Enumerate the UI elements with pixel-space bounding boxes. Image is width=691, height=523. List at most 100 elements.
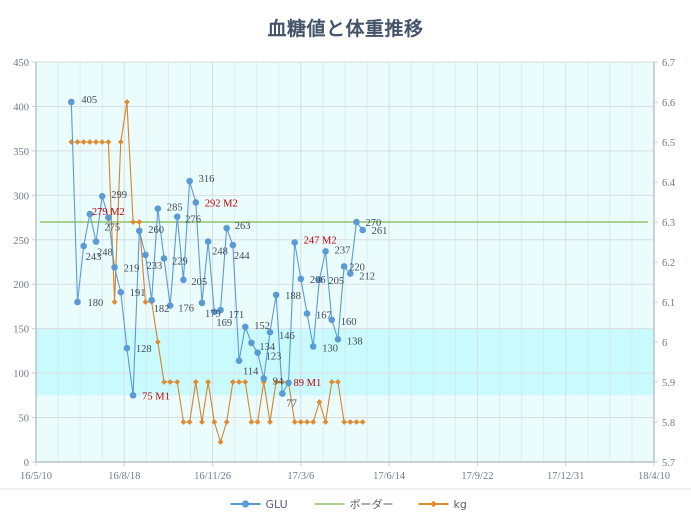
- data-label: 233: [146, 261, 162, 272]
- y-tick-label-left: 100: [13, 369, 29, 380]
- y-tick-label-right: 6.7: [662, 58, 675, 69]
- data-label: 316: [199, 174, 215, 185]
- kg-data-point: [316, 399, 323, 405]
- data-label: 128: [136, 344, 152, 355]
- glu-data-point: [322, 248, 329, 255]
- kg-data-point: [80, 139, 87, 145]
- x-tick-label: 16/8/18: [108, 471, 140, 482]
- glu-data-point: [204, 238, 212, 245]
- chart-title: 血糖値と体重推移: [267, 18, 424, 40]
- data-label: 167: [316, 311, 332, 322]
- y-tick-label-right: 5.8: [662, 418, 675, 429]
- data-label: 205: [328, 276, 344, 287]
- legend-label[interactable]: kg: [454, 498, 467, 511]
- data-label: 206: [310, 275, 326, 286]
- kg-data-point: [291, 419, 298, 425]
- glu-data-point: [297, 275, 305, 283]
- kg-data-point: [279, 379, 286, 385]
- data-label-marked: 89 M1: [293, 378, 321, 389]
- y-axis-right: 5.7 5.8 5.9 6 6.1 6.2 6.3 6.4 6.5 6.6 6.7: [654, 58, 676, 469]
- gridlines: [36, 61, 654, 462]
- y-tick-label-right: 6.6: [662, 98, 675, 109]
- glu-data-point: [334, 336, 342, 343]
- y-tick-label-left: 50: [19, 414, 30, 425]
- data-label: 176: [178, 304, 194, 315]
- kg-data-point: [359, 419, 366, 425]
- data-label: 243: [86, 252, 102, 263]
- kg-data-point: [335, 379, 341, 385]
- y-tick-label-left: 300: [13, 191, 29, 202]
- kg-data-point: [310, 419, 317, 425]
- kg-data-point: [353, 419, 360, 425]
- glu-data-point: [217, 306, 224, 314]
- kg-data-point: [322, 419, 329, 425]
- kg-data-point: [273, 379, 280, 385]
- glu-data-point: [346, 270, 354, 277]
- x-tick-label: 18/4/10: [638, 471, 670, 482]
- x-tick-label: 16/5/10: [20, 471, 52, 482]
- data-label: 171: [229, 310, 245, 321]
- kg-data-point: [93, 139, 99, 145]
- data-label-marked: 247 M2: [304, 235, 337, 246]
- legend-label[interactable]: GLU: [266, 498, 288, 511]
- data-label-marked: 292 M2: [205, 198, 238, 209]
- kg-data-point: [111, 299, 118, 305]
- data-label: 229: [172, 256, 188, 267]
- series-kg: [68, 99, 366, 445]
- kg-data-point: [99, 139, 106, 145]
- data-label: 188: [285, 291, 301, 302]
- kg-data-point: [136, 219, 143, 225]
- kg-data-point: [297, 419, 304, 425]
- x-tick-label: 17/3/6: [287, 471, 314, 482]
- glu-data-point: [111, 264, 118, 271]
- kg-data-point: [328, 379, 335, 385]
- kg-data-point: [267, 419, 273, 425]
- y-tick-label-right: 5.9: [662, 378, 675, 389]
- data-label: 94: [273, 376, 284, 387]
- glu-data-point: [353, 218, 360, 226]
- y-tick-label-right: 5.7: [662, 458, 675, 469]
- glu-data-point: [92, 238, 100, 245]
- data-label: 152: [254, 321, 270, 332]
- legend-marker-circle: [241, 500, 250, 508]
- y-tick-label-left: 250: [13, 236, 29, 247]
- data-label: 180: [87, 298, 103, 309]
- legend: GLU ボーダー kg: [0, 488, 691, 511]
- kg-data-point: [124, 99, 130, 105]
- glu-data-point: [223, 224, 230, 232]
- data-label: 299: [111, 190, 127, 201]
- glu-data-point: [248, 339, 255, 347]
- data-label: 275: [104, 223, 120, 234]
- glu-data-point: [180, 276, 187, 284]
- data-label: 405: [81, 95, 97, 106]
- glu-data-point: [266, 328, 274, 336]
- glu-data-point: [68, 98, 75, 106]
- x-axis: 16/5/10 16/8/18 16/11/26 17/3/6 17/6/14 17/9/…: [20, 462, 670, 482]
- legend-label[interactable]: ボーダー: [350, 497, 394, 511]
- data-label: 276: [185, 215, 201, 226]
- glu-data-point: [74, 298, 81, 306]
- glu-data-point: [129, 392, 137, 399]
- kg-data-point: [74, 139, 81, 145]
- kg-data-point: [199, 419, 205, 425]
- glu-data-point: [154, 205, 162, 212]
- legend-marker-diamond: [430, 500, 437, 508]
- glu-data-point: [254, 349, 261, 356]
- kg-data-point: [229, 379, 236, 385]
- y-tick-label-left: 350: [13, 147, 29, 158]
- y-tick-label-left: 150: [13, 325, 29, 336]
- kg-line-path: [71, 101, 363, 444]
- kg-data-point: [205, 379, 212, 385]
- data-label: 179: [205, 309, 221, 320]
- x-tick-label: 17/6/14: [373, 471, 406, 482]
- glu-data-point: [86, 210, 94, 218]
- data-label-marked: 279 M2: [92, 207, 125, 218]
- glu-data-point: [192, 199, 200, 206]
- x-tick-label: 17/12/31: [547, 471, 584, 482]
- kg-data-point: [217, 439, 224, 445]
- glu-data-point: [148, 296, 155, 304]
- data-label: 285: [167, 203, 183, 214]
- glu-data-point: [229, 241, 237, 249]
- glu-data-labels: 405 180 243 279 M2 248 299 275 219 191 128 75 M1 26…: [81, 95, 387, 410]
